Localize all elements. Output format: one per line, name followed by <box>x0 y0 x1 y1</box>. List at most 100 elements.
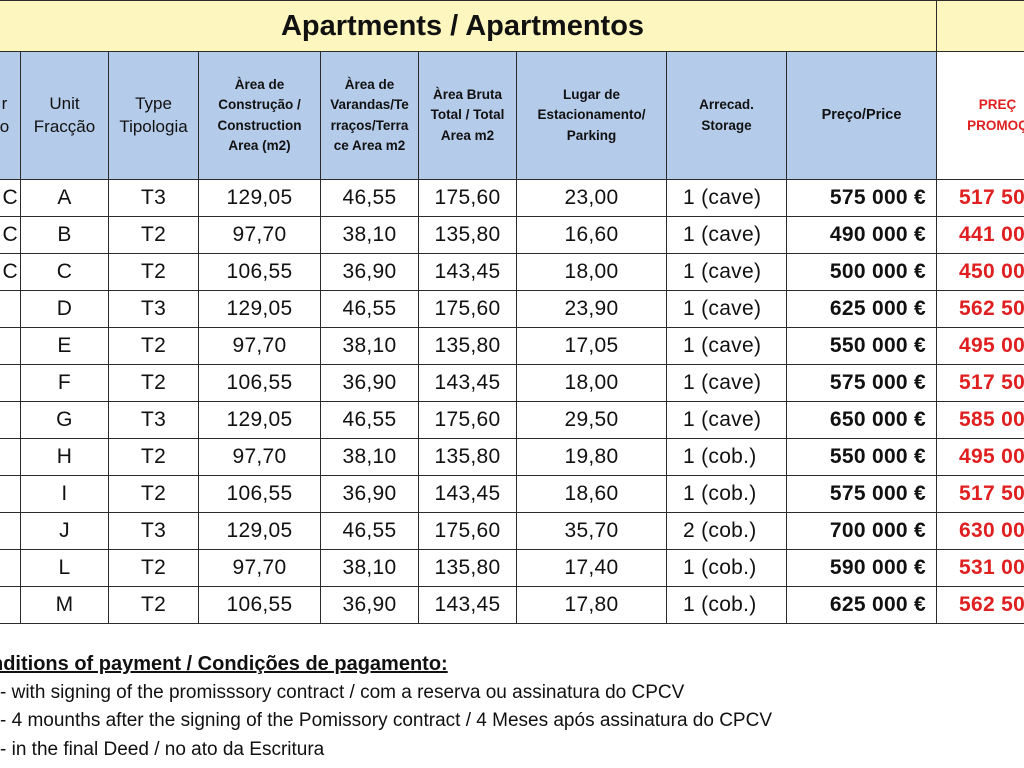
cell-col0 <box>0 327 21 365</box>
cell-storage: 1 (cob.) <box>666 438 787 476</box>
header-construction-area-text: Àrea de Construção / Construction Area (m2) <box>217 77 302 153</box>
header-price: Preço/Price <box>785 51 938 180</box>
cell-promo-price: 531 00 <box>936 549 1024 587</box>
header-type: Type Tipologia <box>108 51 199 180</box>
cell-price: 590 000 € <box>785 549 938 587</box>
cell-col0 <box>0 438 21 476</box>
cell-construction-area: 129,05 <box>198 401 321 439</box>
cell-type: T2 <box>108 549 199 587</box>
cell-promo-price: 562 50 <box>936 290 1024 328</box>
table-row: E T2 97,70 38,10 135,80 17,05 1 (cave) 550 000 … <box>0 327 1024 365</box>
cell-parking: 19,80 <box>516 438 667 476</box>
header-construction-area: Àrea de Construção / Construction Area (m2) <box>198 51 321 180</box>
cell-type: T2 <box>108 475 199 513</box>
cell-col0 <box>0 475 21 513</box>
cell-promo-price: 517 50 <box>936 364 1024 402</box>
cell-balcony-area: 38,10 <box>320 438 419 476</box>
cell-construction-area: 106,55 <box>198 586 321 624</box>
cell-promo-price: 441 00 <box>936 216 1024 254</box>
table-title: Apartments / Apartmentos <box>0 0 938 52</box>
cell-price: 575 000 € <box>785 364 938 402</box>
table-row: G T3 129,05 46,55 175,60 29,50 1 (cave) 650 000… <box>0 401 1024 439</box>
cell-type: T3 <box>108 512 199 550</box>
cell-gross-area: 143,45 <box>418 475 517 513</box>
table-row: F T2 106,55 36,90 143,45 18,00 1 (cave) 575 000… <box>0 364 1024 402</box>
header-balcony-area: Àrea de Varandas/Te rraços/Terra ce Area m2 <box>320 51 419 180</box>
cell-gross-area: 175,60 <box>418 512 517 550</box>
title-extension-cell <box>936 0 1024 52</box>
cell-storage: 1 (cave) <box>666 216 787 254</box>
cell-promo-price: 585 00 <box>936 401 1024 439</box>
header-promo-price-text: PREÇ PROMOÇ <box>967 97 1024 133</box>
cell-storage: 1 (cave) <box>666 290 787 328</box>
cell-parking: 29,50 <box>516 401 667 439</box>
table-row: L T2 97,70 38,10 135,80 17,40 1 (cob.) 590 000 … <box>0 549 1024 587</box>
cell-storage: 1 (cob.) <box>666 586 787 624</box>
table-row: H T2 97,70 38,10 135,80 19,80 1 (cob.) 550 000 … <box>0 438 1024 476</box>
cell-col0 <box>0 512 21 550</box>
cell-col0: C <box>0 179 21 217</box>
cell-type: T2 <box>108 216 199 254</box>
cell-balcony-area: 36,90 <box>320 364 419 402</box>
cell-parking: 17,80 <box>516 586 667 624</box>
cell-unit: J <box>20 512 109 550</box>
cell-promo-price: 517 50 <box>936 179 1024 217</box>
header-unit-text: Unit Fracção <box>33 93 96 136</box>
header-storage-text: Arrecad. Storage <box>699 97 754 133</box>
cell-gross-area: 143,45 <box>418 253 517 291</box>
cell-gross-area: 143,45 <box>418 586 517 624</box>
cell-construction-area: 129,05 <box>198 512 321 550</box>
cell-gross-area: 135,80 <box>418 549 517 587</box>
cell-unit: C <box>20 253 109 291</box>
header-type-text: Type Tipologia <box>119 93 188 136</box>
cell-parking: 17,05 <box>516 327 667 365</box>
cell-balcony-area: 38,10 <box>320 549 419 587</box>
cell-price: 575 000 € <box>785 475 938 513</box>
cell-parking: 23,00 <box>516 179 667 217</box>
cell-promo-price: 495 00 <box>936 438 1024 476</box>
cell-storage: 1 (cob.) <box>666 549 787 587</box>
cell-balcony-area: 46,55 <box>320 179 419 217</box>
cell-unit: G <box>20 401 109 439</box>
cell-balcony-area: 36,90 <box>320 586 419 624</box>
cell-type: T2 <box>108 586 199 624</box>
cell-construction-area: 106,55 <box>198 253 321 291</box>
header-storage: Arrecad. Storage <box>666 51 787 180</box>
header-gross-area-text: Àrea Bruta Total / Total Area m2 <box>430 87 505 143</box>
table-row: D T3 129,05 46,55 175,60 23,90 1 (cave) 625 000… <box>0 290 1024 328</box>
cell-col0 <box>0 549 21 587</box>
header-unit: Unit Fracção <box>20 51 109 180</box>
cell-type: T3 <box>108 401 199 439</box>
cell-type: T3 <box>108 179 199 217</box>
cell-price: 625 000 € <box>785 290 938 328</box>
cell-price: 625 000 € <box>785 586 938 624</box>
payment-condition-line: - with signing of the promisssory contra… <box>0 681 685 703</box>
cell-storage: 1 (cave) <box>666 364 787 402</box>
cell-price: 550 000 € <box>785 438 938 476</box>
cell-parking: 18,00 <box>516 364 667 402</box>
cell-construction-area: 97,70 <box>198 216 321 254</box>
payment-condition-line: - 4 mounths after the signing of the Pom… <box>0 710 772 731</box>
cell-balcony-area: 38,10 <box>320 216 419 254</box>
cell-col0: C <box>0 253 21 291</box>
cell-construction-area: 106,55 <box>198 364 321 402</box>
cell-unit: E <box>20 327 109 365</box>
cell-price: 650 000 € <box>785 401 938 439</box>
cell-type: T2 <box>108 253 199 291</box>
cell-col0 <box>0 364 21 402</box>
cell-unit: D <box>20 290 109 328</box>
table-row: C A T3 129,05 46,55 175,60 23,00 1 (cave) 575 00… <box>0 179 1024 217</box>
table-row: C C T2 106,55 36,90 143,45 18,00 1 (cave) 500 00… <box>0 253 1024 291</box>
cell-col0 <box>0 290 21 328</box>
cell-parking: 18,00 <box>516 253 667 291</box>
cell-balcony-area: 36,90 <box>320 475 419 513</box>
header-parking: Lugar de Estacionamento/Parking <box>516 51 667 180</box>
cell-unit: I <box>20 475 109 513</box>
cell-balcony-area: 46,55 <box>320 401 419 439</box>
cell-promo-price: 495 00 <box>936 327 1024 365</box>
table-row: C B T2 97,70 38,10 135,80 16,60 1 (cave) 490 000… <box>0 216 1024 254</box>
